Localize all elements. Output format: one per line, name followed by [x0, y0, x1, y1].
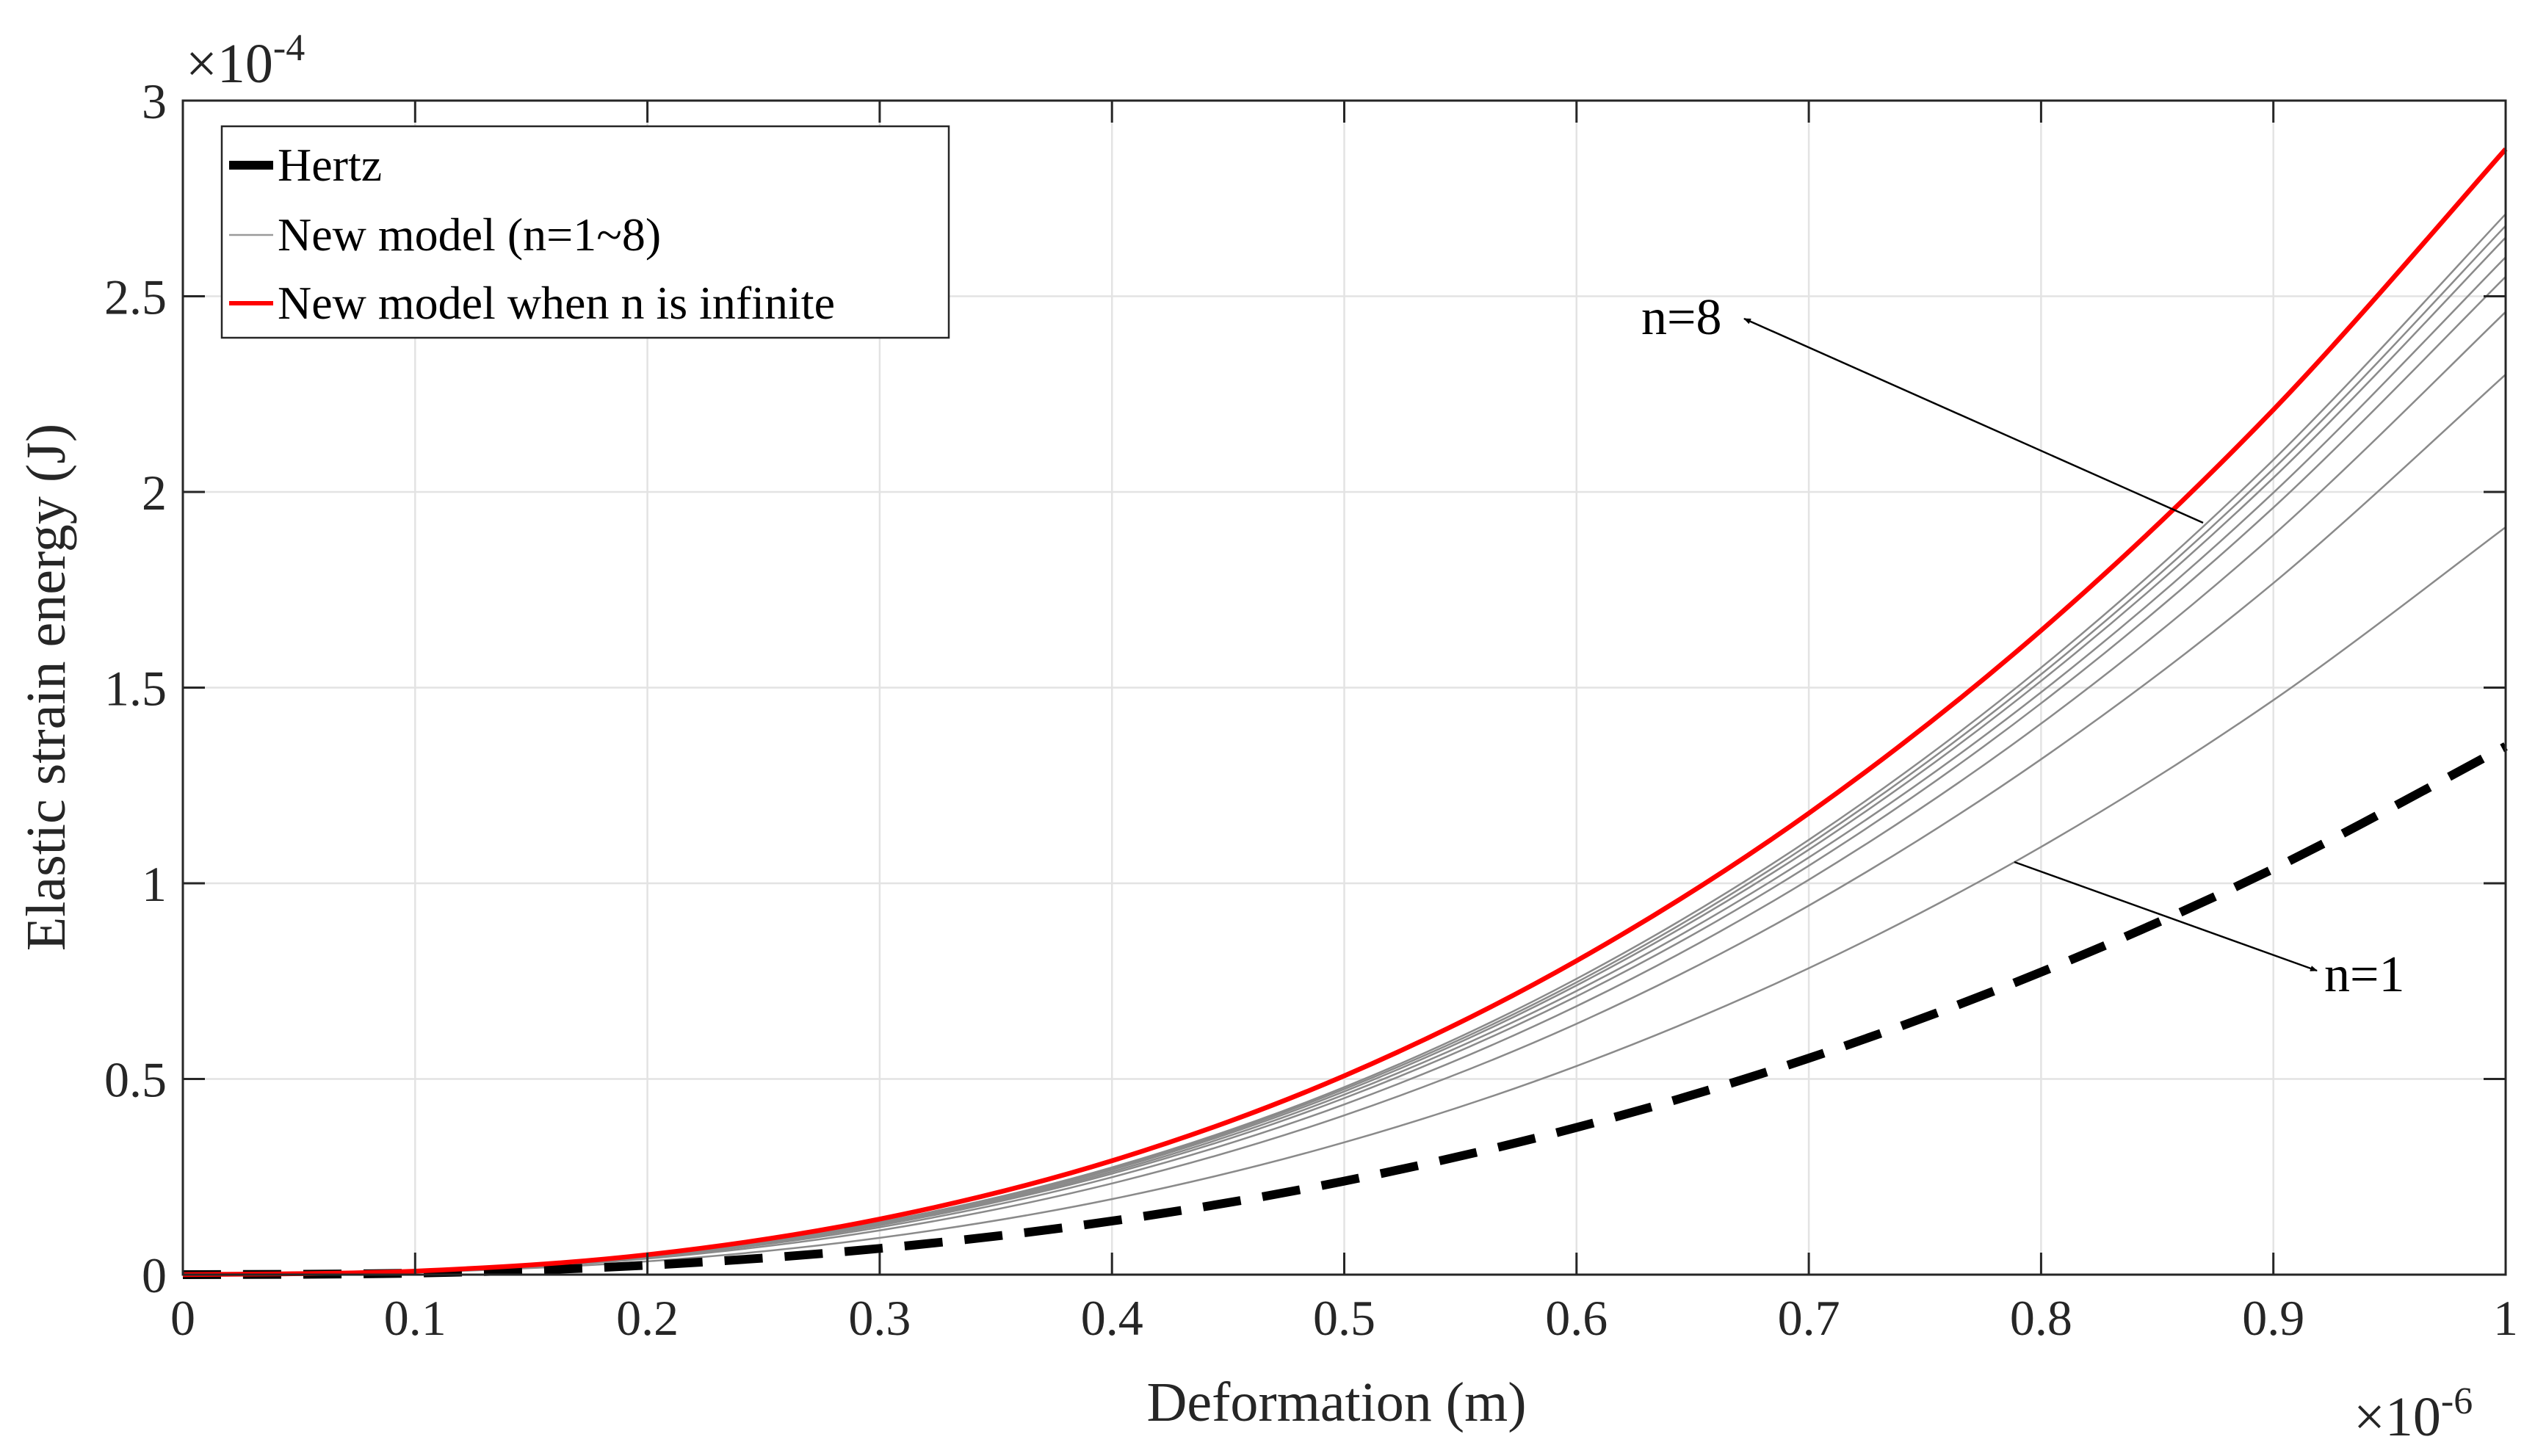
- x-tick-label: 0: [170, 1290, 195, 1346]
- arrow-n1: [2014, 861, 2318, 972]
- legend-label-hertz: Hertz: [278, 139, 382, 191]
- x-tick-label: 0.5: [1313, 1290, 1375, 1346]
- legend-box: [220, 125, 950, 339]
- y-tick-label: 1.5: [104, 661, 167, 717]
- legend-label-infinite: New model when n is infinite: [278, 277, 835, 329]
- y-tick-label: 2: [142, 465, 167, 521]
- x-tick-label: 0.6: [1545, 1290, 1608, 1346]
- x-tick-label: 0.7: [1778, 1290, 1840, 1346]
- y-tick-label: 0.5: [104, 1052, 167, 1108]
- legend-label-new-model: New model (n=1~8): [278, 209, 661, 261]
- x-multiplier: ×10-6: [2354, 1380, 2473, 1448]
- x-tick-label: 0.8: [2010, 1290, 2072, 1346]
- x-tick-label: 1: [2493, 1290, 2518, 1346]
- ticks: 0 0.1 0.2 0.3 0.4 0.5 0.6 0.7 0.8 0.9 1 0 0.5 1 1.5 2 2.…: [104, 73, 2518, 1346]
- annotations: n=8 n=1: [1641, 289, 2404, 1003]
- annotation-n8: n=8: [1641, 289, 1721, 346]
- series-group: [182, 147, 2508, 1279]
- legend: Hertz New model (n=1~8) New model when n…: [220, 125, 950, 339]
- x-tick-label: 0.2: [616, 1290, 679, 1346]
- x-axis-label: Deformation (m): [1146, 1372, 1526, 1433]
- series-line-n2: [182, 374, 2506, 1276]
- series-line-n1: [182, 526, 2506, 1276]
- annotation-n1: n=1: [2324, 946, 2404, 1003]
- y-tick-label: 1: [142, 856, 167, 912]
- x-tick-label: 0.1: [384, 1290, 446, 1346]
- series-line-n-infinite: [182, 147, 2508, 1278]
- y-tick-label: 2.5: [104, 269, 167, 325]
- x-tick-label: 0.9: [2242, 1290, 2304, 1346]
- x-tick-label: 0.3: [848, 1290, 911, 1346]
- arrow-n8: [1743, 317, 2204, 524]
- x-tick-label: 0.4: [1081, 1290, 1143, 1346]
- y-axis-label: Elastic strain energy (J): [15, 424, 77, 951]
- y-tick-label: 0: [142, 1247, 167, 1303]
- y-tick-label: 3: [142, 73, 167, 129]
- y-multiplier: ×10-4: [186, 27, 305, 95]
